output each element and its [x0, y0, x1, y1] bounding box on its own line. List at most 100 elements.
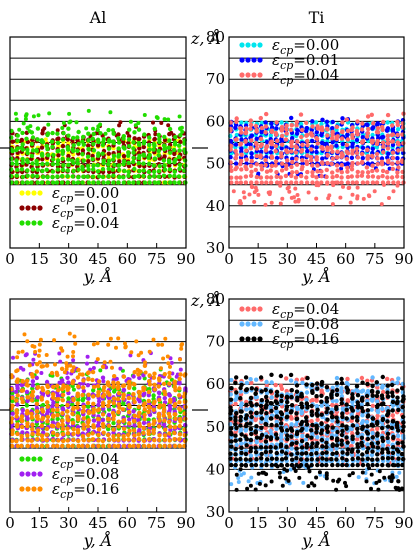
data-point [132, 166, 137, 172]
data-point [95, 423, 101, 428]
data-point [42, 126, 47, 131]
data-point [172, 430, 177, 436]
data-point [344, 424, 349, 429]
data-point [136, 414, 141, 419]
data-point [147, 142, 152, 148]
data-point [143, 360, 147, 365]
data-point [273, 163, 278, 168]
data-point [65, 145, 70, 150]
data-point [182, 158, 188, 163]
data-point [243, 138, 248, 144]
data-point [339, 386, 344, 391]
data-point [329, 447, 334, 452]
data-point [244, 402, 249, 407]
data-point [359, 402, 364, 407]
data-point [54, 370, 59, 375]
data-point [283, 137, 289, 142]
data-point [70, 158, 75, 163]
data-point [60, 387, 65, 392]
data-point [285, 158, 290, 163]
data-point [375, 457, 380, 462]
data-point [248, 453, 254, 458]
legend-value: =0.16 [73, 480, 119, 498]
data-point [344, 149, 349, 154]
panel-1: 0 15 30 45 60 75 90y, ÅAlεcp=0.00εcp=0.01εcp=0… [5, 8, 195, 286]
data-point [343, 162, 348, 167]
data-point [375, 462, 380, 468]
data-point [369, 153, 375, 159]
data-point [162, 163, 167, 168]
legend-marker [239, 72, 245, 78]
data-point [60, 167, 66, 173]
data-point [234, 487, 239, 492]
data-point [319, 140, 325, 145]
data-point [38, 337, 43, 342]
data-point [254, 153, 259, 159]
data-point [269, 372, 274, 377]
data-point [354, 146, 359, 152]
data-point [244, 148, 249, 153]
data-point [80, 392, 85, 398]
data-point [86, 167, 91, 172]
data-point [136, 142, 142, 148]
data-point [344, 484, 349, 489]
data-point [233, 422, 238, 427]
legend-marker [257, 57, 263, 63]
data-point [229, 180, 234, 185]
data-point [395, 132, 400, 138]
data-point [167, 438, 172, 443]
data-point [263, 162, 268, 168]
data-point [249, 138, 254, 143]
data-point [171, 147, 177, 153]
data-point [280, 463, 284, 468]
data-point [86, 438, 92, 443]
data-point [81, 385, 86, 390]
data-point [112, 443, 117, 449]
data-point [100, 417, 106, 423]
panel-3: 0 15 30 45 60 75 90y, Åεcp=0.04εcp=0.08εcp=0.1… [5, 298, 196, 550]
data-point [324, 476, 329, 481]
data-point [315, 169, 320, 174]
y-tick-label: 40 [206, 197, 225, 215]
data-point [183, 399, 188, 404]
data-point [80, 180, 85, 185]
data-point [263, 449, 269, 455]
data-point [56, 136, 61, 141]
data-point [279, 449, 285, 454]
data-point [91, 388, 96, 393]
data-point [143, 370, 148, 375]
data-point [35, 162, 40, 167]
data-point [80, 139, 85, 144]
data-point [169, 360, 174, 365]
data-point [284, 180, 289, 185]
data-point [102, 385, 107, 390]
data-point [355, 119, 360, 124]
data-point [107, 138, 112, 143]
data-point [40, 407, 45, 412]
data-point [367, 466, 371, 471]
data-point [90, 431, 95, 436]
data-point [306, 465, 311, 470]
data-point [55, 131, 60, 136]
data-point [309, 147, 314, 152]
data-point [347, 473, 352, 478]
series-3 [9, 108, 188, 185]
data-point [340, 428, 345, 434]
data-point [283, 456, 289, 461]
data-point [162, 433, 168, 438]
data-point [274, 126, 279, 131]
data-point [136, 404, 142, 410]
data-point [162, 143, 167, 148]
data-point [264, 472, 269, 477]
x-tick-label: 15 [249, 250, 268, 268]
data-point [252, 199, 257, 204]
legend-marker [251, 306, 257, 312]
data-point [355, 378, 360, 383]
data-point [161, 381, 167, 386]
data-point [57, 380, 62, 385]
data-point [100, 438, 106, 444]
data-point [304, 419, 309, 424]
data-point [294, 411, 299, 416]
data-point [259, 462, 264, 468]
data-point [268, 436, 274, 442]
